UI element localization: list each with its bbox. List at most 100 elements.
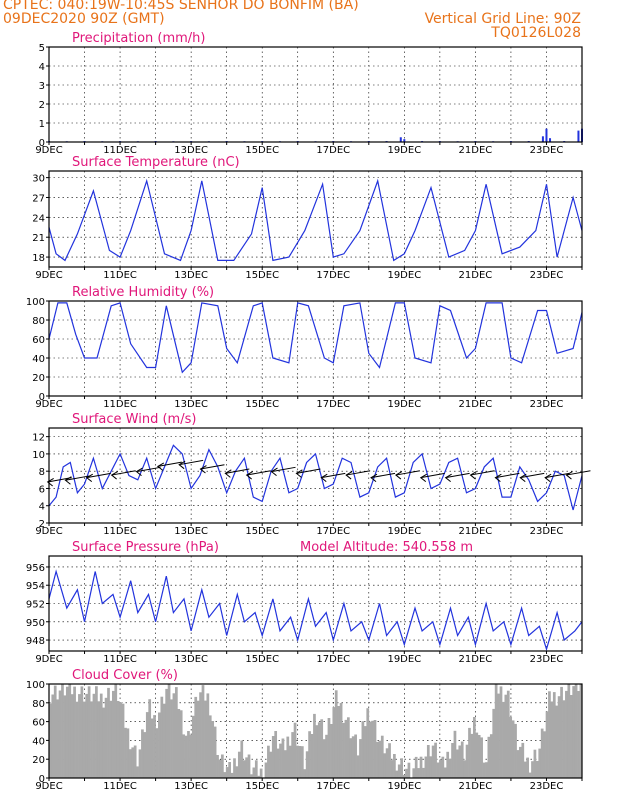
cloud-bar: [502, 701, 505, 778]
xtick-precip: 21DEC: [459, 145, 493, 156]
cloud-bar: [453, 730, 457, 778]
cloud-bar: [104, 697, 108, 778]
precip-bar: [545, 128, 548, 142]
cloud-bar: [330, 724, 333, 778]
xtick-pres: 15DEC: [245, 654, 279, 665]
ytick-precip: 5: [39, 43, 45, 54]
cloud-bar: [201, 685, 205, 778]
cloud-bar: [509, 716, 513, 778]
cloud-bar: [56, 699, 59, 778]
cloud-bar: [472, 717, 476, 778]
cloud-bar: [354, 734, 357, 778]
ytick-precip: 0: [39, 138, 45, 149]
xtick-rh: 15DEC: [245, 399, 279, 410]
xtick-precip: 9DEC: [35, 145, 62, 156]
panel-title-wind: Surface Wind (m/s): [72, 412, 196, 427]
cloud-bar: [465, 744, 469, 778]
ytick-rh: 0: [39, 392, 45, 403]
cloud-bar: [247, 754, 251, 778]
cloud-bar: [475, 732, 479, 778]
cloud-bar: [422, 767, 425, 778]
cloud-bar: [458, 745, 462, 778]
cloud-bar: [276, 748, 280, 778]
cloud-bar: [351, 736, 355, 778]
xtick-pres: 13DEC: [174, 654, 208, 665]
cloud-bar: [305, 751, 309, 778]
wind-arrow-head: [224, 469, 232, 478]
wind-arrow-head: [85, 473, 93, 483]
wind-arrow: [566, 470, 591, 476]
ytick-precip: 2: [39, 100, 45, 111]
ytick-rh: 20: [32, 373, 45, 384]
cloud-bar: [296, 745, 299, 778]
cloud-bar: [240, 740, 244, 778]
xtick-pres: 9DEC: [35, 654, 62, 665]
cloud-bar: [337, 706, 341, 778]
cloud-bar: [257, 775, 261, 778]
cloud-bar: [230, 772, 234, 778]
cloud-bar: [288, 745, 292, 778]
cloud-bar: [95, 686, 98, 778]
cloud-bar: [426, 745, 430, 778]
cloud-bar: [308, 731, 311, 778]
ytick-precip: 3: [39, 81, 45, 92]
cloud-bar: [347, 717, 350, 778]
cloud-bar: [480, 737, 483, 778]
precip-bar: [541, 136, 544, 142]
cloud-bar: [70, 694, 74, 778]
cloud-bar: [402, 774, 406, 778]
ytick-wind: 10: [32, 450, 45, 461]
cloud-bar: [543, 731, 546, 778]
cloud-bar: [286, 736, 290, 778]
xtick-pres: 21DEC: [459, 654, 493, 665]
precip-bar: [399, 137, 402, 142]
cloud-bar: [274, 731, 278, 778]
cloud-bar: [271, 736, 275, 778]
ytick-pres: 956: [26, 563, 45, 574]
cloud-bar: [456, 749, 459, 778]
panel-frame-rh: [48, 300, 583, 397]
cloud-bar: [170, 699, 173, 778]
cloud-bar: [150, 718, 154, 778]
cloud-bar: [349, 738, 353, 778]
cloud-bar: [434, 742, 437, 778]
xtick-cloud: 21DEC: [459, 781, 493, 792]
cloud-bar: [485, 762, 488, 778]
cloud-bar: [182, 734, 185, 778]
wind-arrow-head: [544, 473, 552, 483]
cloud-bar: [405, 768, 408, 778]
cloud-bar: [189, 734, 193, 778]
wind-arrow: [246, 470, 271, 476]
cloud-bar: [378, 740, 382, 778]
cloud-bar: [373, 720, 377, 778]
cloud-bar: [191, 715, 195, 778]
ytick-cloud: 80: [32, 699, 45, 710]
cloud-bar: [494, 684, 498, 778]
cloud-bar: [75, 701, 79, 778]
cloud-bar: [446, 751, 450, 778]
xtick-wind: 11DEC: [103, 526, 137, 537]
wind-arrow-head: [178, 460, 186, 470]
precip-bar: [549, 138, 552, 142]
cloud-bar: [269, 751, 273, 778]
cloud-bar: [63, 695, 67, 778]
xtick-cloud: 19DEC: [387, 781, 421, 792]
cloud-bar: [390, 760, 394, 778]
header-station: CPTEC: 040:19W-10:45S SENHOR DO BONFIM (…: [3, 0, 359, 13]
xtick-temp: 15DEC: [245, 270, 279, 281]
cloud-bar: [298, 746, 302, 778]
cloud-bar: [569, 695, 573, 778]
xtick-cloud: 17DEC: [316, 781, 350, 792]
panel-title-cloud: Cloud Cover (%): [72, 668, 178, 683]
ytick-wind: 2: [39, 519, 45, 530]
cloud-bar: [184, 735, 188, 778]
wind-arrow-head: [370, 473, 378, 483]
cloud-bar: [334, 690, 338, 778]
wind-arrow-head: [46, 478, 54, 487]
cloud-bar: [310, 734, 314, 778]
wind-arrow: [136, 466, 161, 473]
cloud-bar: [264, 762, 268, 778]
cloud-bar: [179, 710, 183, 778]
series-line-pres: [48, 569, 583, 652]
cloud-bar: [284, 750, 287, 778]
